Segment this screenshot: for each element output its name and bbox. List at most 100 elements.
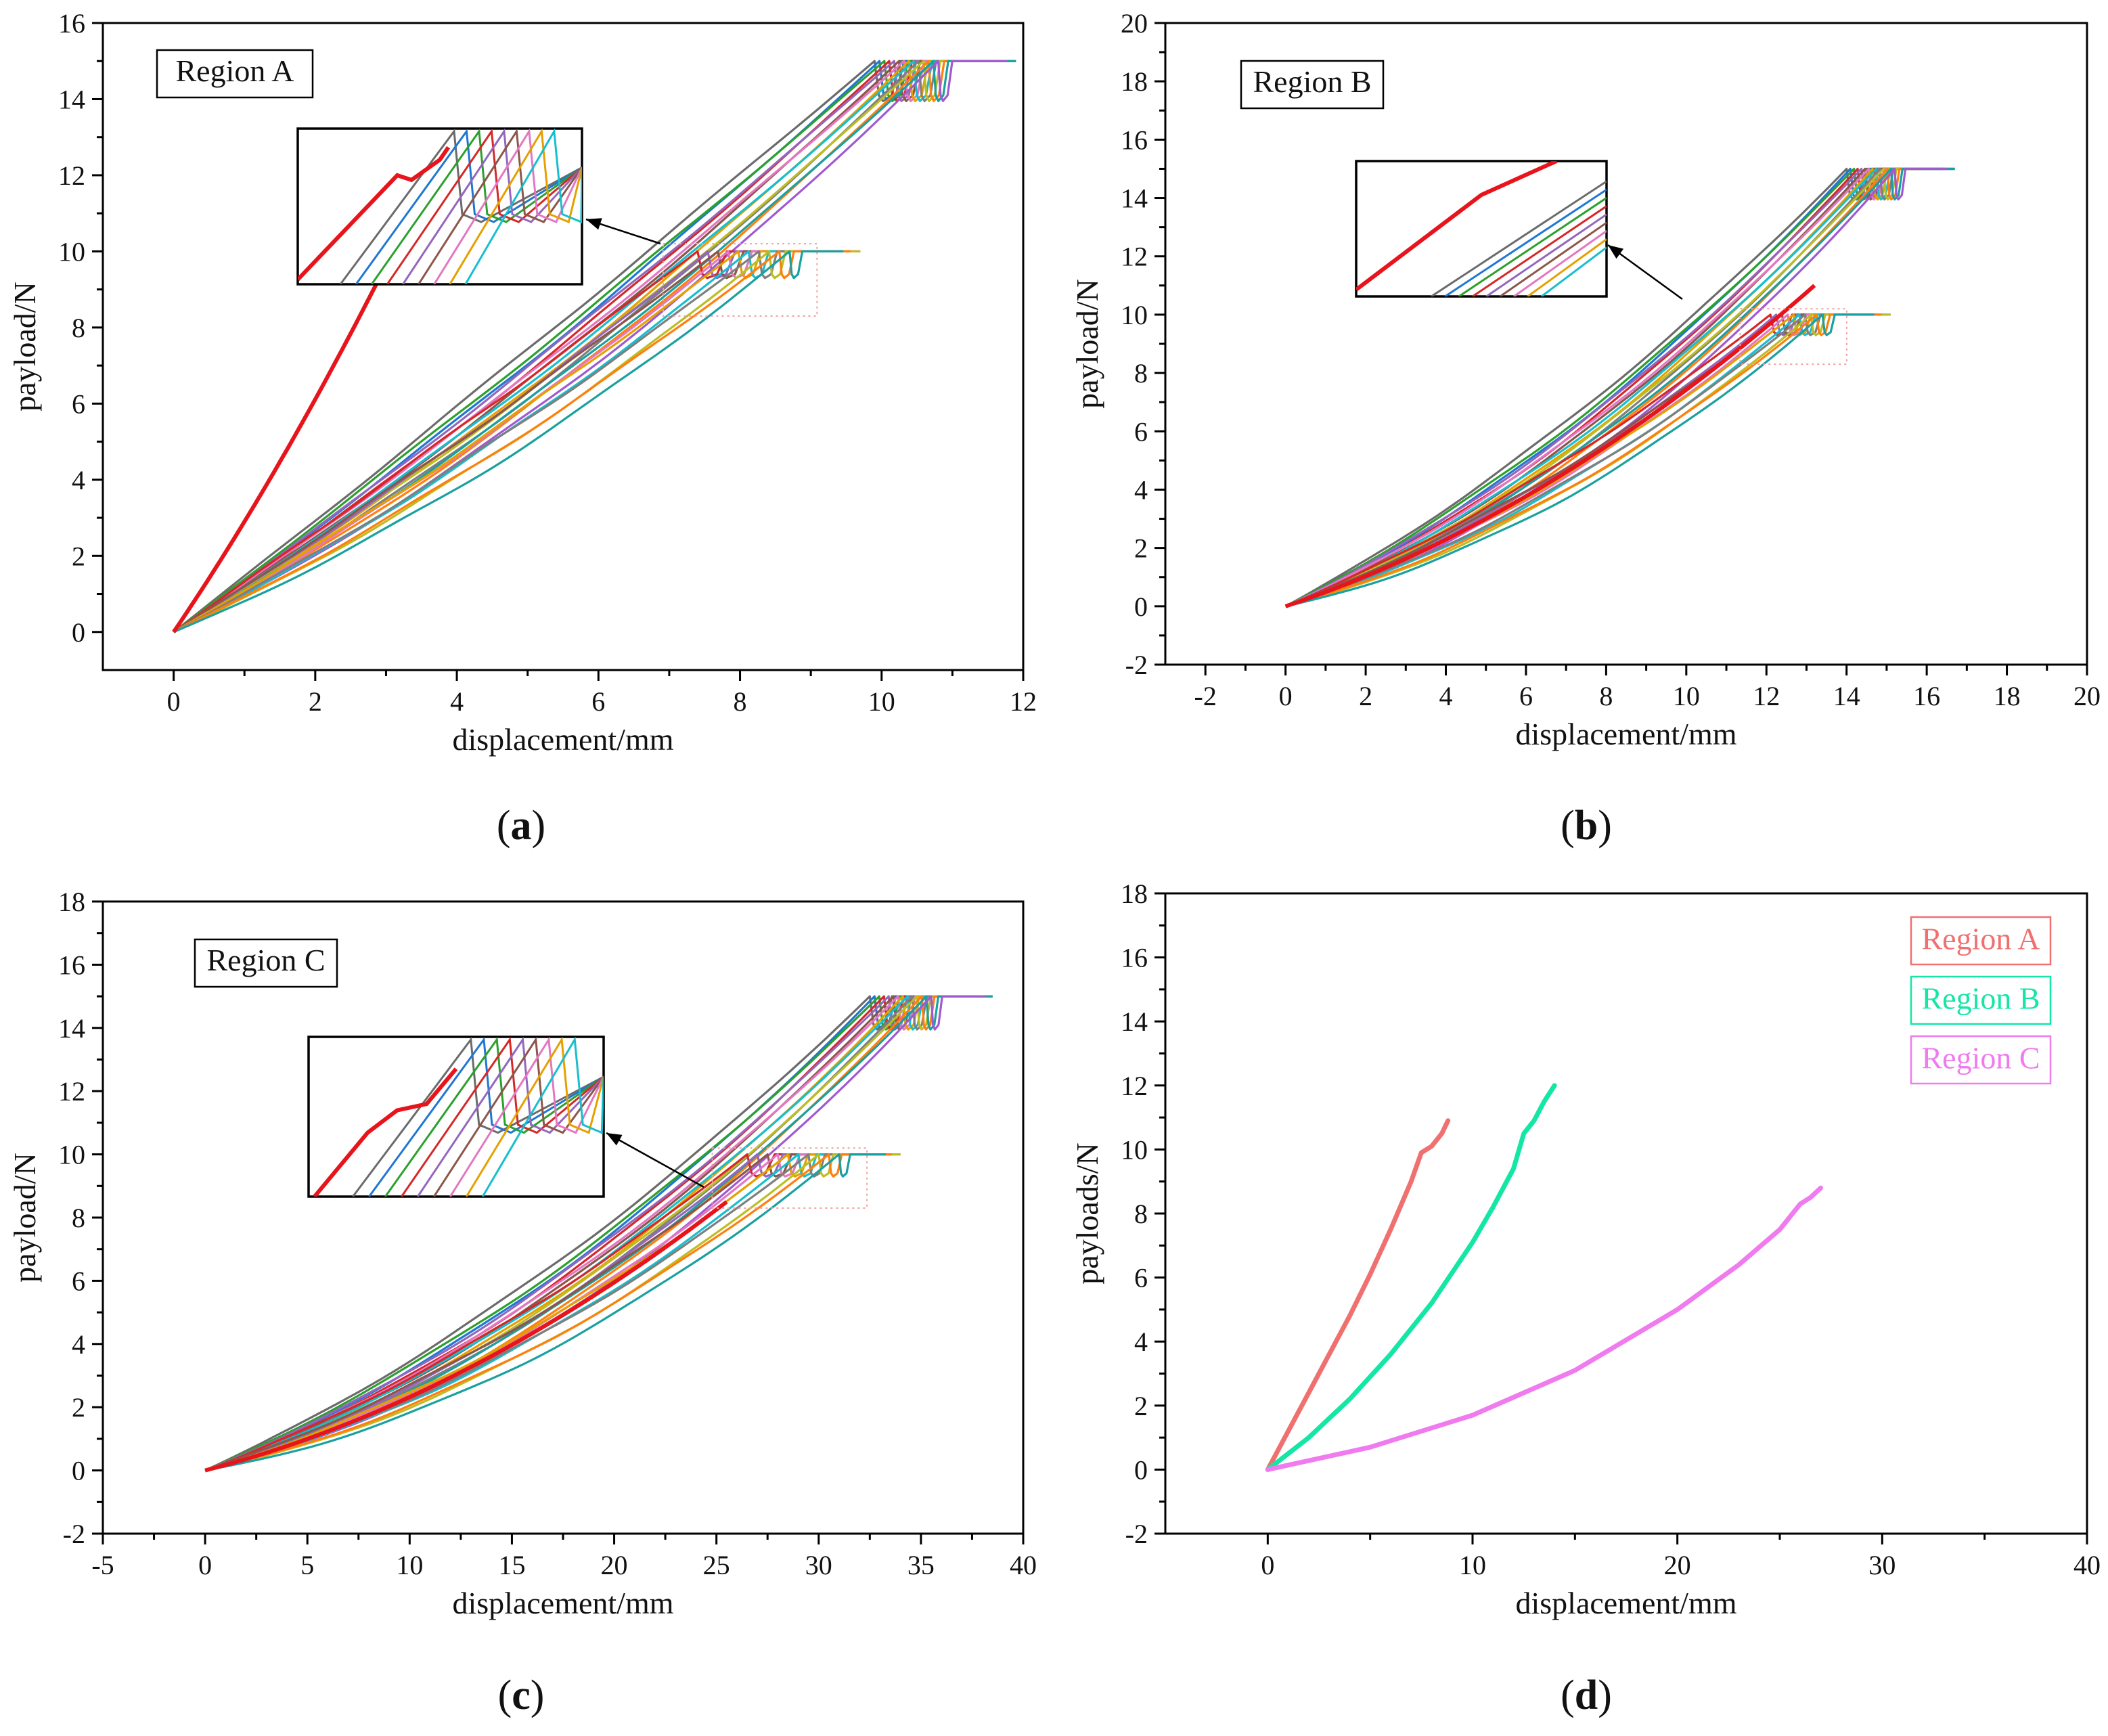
inset-series-line <box>449 129 582 284</box>
y-tick-label: 14 <box>58 1013 85 1044</box>
inset-series-line <box>352 1037 604 1197</box>
inset-series-line <box>386 129 582 284</box>
inset-series-line <box>1485 213 1607 296</box>
x-tick-label: 6 <box>1519 681 1533 711</box>
series-line <box>204 1153 882 1472</box>
inset-plot <box>298 129 582 284</box>
panel-label: (d) <box>1561 1672 1612 1718</box>
y-tick-label: 2 <box>72 1392 85 1423</box>
x-tick-label: 6 <box>591 686 605 717</box>
x-axis-label: displacement/mm <box>452 722 673 757</box>
y-tick-label: 0 <box>72 1456 85 1486</box>
inset-arrow-head <box>586 218 602 230</box>
x-tick-label: 4 <box>450 686 464 717</box>
series-line <box>204 1153 887 1472</box>
y-tick-label: 6 <box>72 388 85 419</box>
panel-label: (c) <box>498 1672 545 1718</box>
y-tick-label: 12 <box>1121 1071 1148 1101</box>
x-tick-label: 10 <box>868 686 895 717</box>
x-tick-label: 0 <box>167 686 181 717</box>
x-tick-label: 10 <box>1673 681 1700 711</box>
inset-series-line <box>339 129 582 284</box>
y-tick-label: 0 <box>1134 1454 1148 1485</box>
y-tick-label: 2 <box>1134 1391 1148 1421</box>
region-label: Region B <box>1253 64 1371 99</box>
x-tick-label: 40 <box>2073 1550 2101 1580</box>
y-tick-label: 8 <box>1134 1199 1148 1229</box>
inset-highlight-line <box>313 1067 458 1197</box>
x-tick-label: 20 <box>601 1550 628 1580</box>
y-tick-label: 14 <box>1121 183 1148 214</box>
inset-series-line <box>464 129 582 284</box>
panel-letter: a <box>511 803 532 849</box>
x-tick-label: 0 <box>1279 681 1293 711</box>
series-line <box>1285 167 1935 608</box>
legend-label: Region B <box>1921 981 2040 1016</box>
x-tick-label: 4 <box>1439 681 1453 711</box>
series-line <box>204 1153 886 1472</box>
series-line <box>173 60 1016 633</box>
inset-series-line <box>1444 188 1607 296</box>
plot-area <box>172 60 1016 633</box>
inset-series-line <box>465 1037 604 1197</box>
inset-series-line <box>1513 230 1607 296</box>
y-tick-label: 4 <box>72 1329 85 1360</box>
region-label-box <box>156 49 314 99</box>
y-tick-label: 2 <box>1134 533 1148 564</box>
series-line <box>204 1153 853 1472</box>
y-tick-label: 18 <box>1121 66 1148 97</box>
y-axis-label: payload/N <box>7 1153 42 1283</box>
y-tick-label: 10 <box>1121 1134 1148 1165</box>
inset-arrow <box>606 1132 704 1188</box>
inset-series-line <box>1499 221 1607 296</box>
y-tick-label: 12 <box>58 1076 85 1107</box>
x-tick-label: 25 <box>703 1550 730 1580</box>
legend-box <box>1910 975 2052 1025</box>
inset-series-line <box>370 129 582 284</box>
inset-plot <box>313 1037 604 1197</box>
inset-series-line <box>401 1037 604 1197</box>
y-tick-label: 4 <box>1134 474 1148 505</box>
series-line-region-b <box>1265 1083 1557 1472</box>
x-tick-label: 2 <box>1359 681 1372 711</box>
plot-frame <box>102 22 1025 671</box>
panel-label: (a) <box>497 803 545 849</box>
x-tick-label: -2 <box>1194 681 1217 711</box>
y-tick-label: 16 <box>1121 943 1148 973</box>
x-tick-label: 35 <box>907 1550 935 1580</box>
inset-series-line <box>368 1037 604 1197</box>
y-tick-label: 0 <box>1134 592 1148 622</box>
region-label-box <box>194 938 338 988</box>
series-line <box>1285 313 1869 608</box>
panel-letter: b <box>1575 803 1598 849</box>
series-line <box>173 250 841 633</box>
series-line <box>173 250 851 633</box>
series-line <box>173 60 1016 633</box>
x-axis-label: displacement/mm <box>452 1586 673 1620</box>
y-tick-label: 8 <box>1134 358 1148 388</box>
inset-series-line <box>449 1037 604 1197</box>
plot-area <box>1284 167 1955 608</box>
y-tick-label: 0 <box>72 617 85 648</box>
panel-d: Region A Region B Region C 0 10 20 30 40 -2 0 2 4 6 8… <box>1070 878 2101 1718</box>
series-line <box>173 60 1007 633</box>
y-tick-label: 4 <box>72 465 85 495</box>
x-tick-label: 12 <box>1010 686 1037 717</box>
inset-arrow <box>1607 244 1683 301</box>
y-tick-label: 14 <box>58 84 85 114</box>
series-line <box>204 995 993 1472</box>
panel-c: -5 0 5 10 15 20 25 30 35 40 -2 0 2 4 6 8 10 12 14 16 18 displ… <box>7 887 1037 1718</box>
x-axis-label: displacement/mm <box>1515 717 1736 751</box>
series-line <box>173 60 985 633</box>
inset-plot <box>1356 161 1607 296</box>
x-tick-label: 16 <box>1913 681 1940 711</box>
series-line <box>1284 167 1931 608</box>
x-tick-label: 30 <box>1868 1550 1896 1580</box>
x-tick-label: 0 <box>1261 1550 1274 1580</box>
series-line <box>1285 313 1882 608</box>
plot-area: Region A Region B Region C <box>1265 916 2052 1472</box>
series-line <box>173 250 844 633</box>
series-line <box>173 60 989 633</box>
series-line <box>1285 313 1875 608</box>
zoom-region <box>711 1147 868 1209</box>
